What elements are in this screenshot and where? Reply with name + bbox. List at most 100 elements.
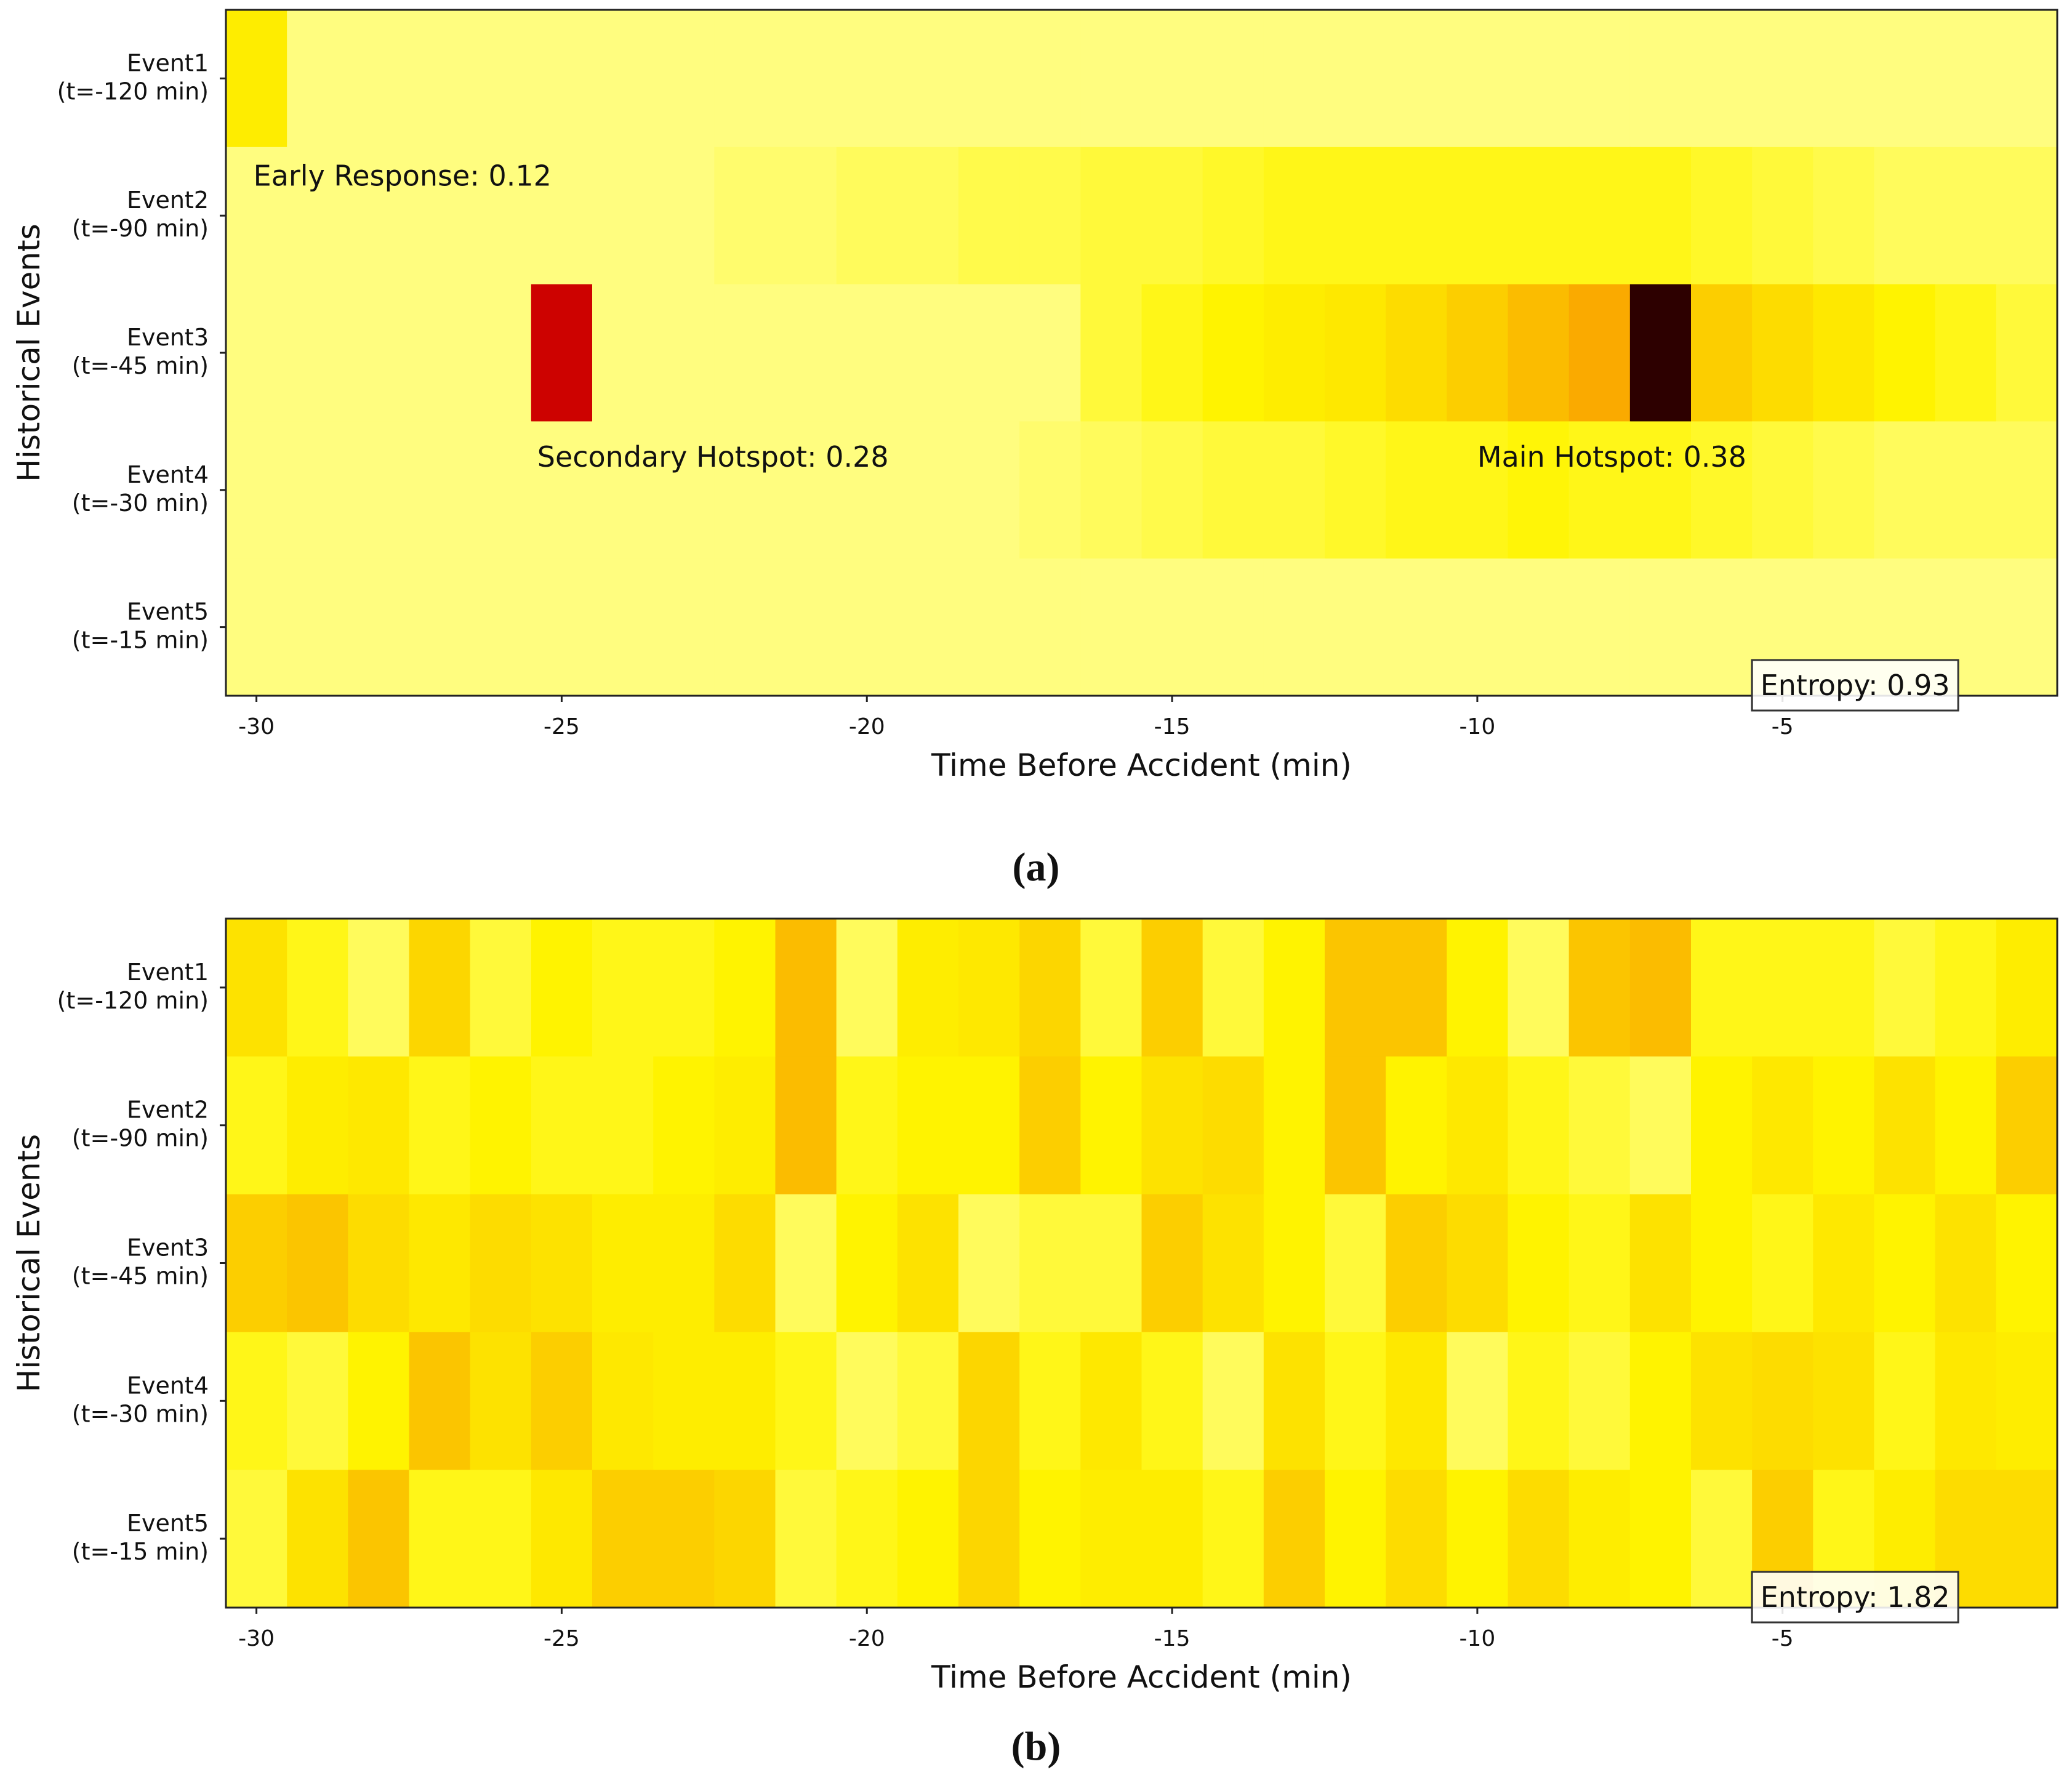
heatmap-cell: [836, 1056, 898, 1195]
heatmap-cell: [836, 1470, 898, 1608]
entropy-box: [1751, 1571, 1959, 1624]
heatmap-cell: [1263, 284, 1325, 422]
heatmap-cell: [1935, 421, 1997, 559]
heatmap-cell: [714, 1470, 776, 1608]
heatmap-cell: [1080, 284, 1142, 422]
heatmap-cell: [226, 421, 287, 559]
heatmap-cell: [1202, 1332, 1264, 1470]
heatmap-cell: [1080, 1332, 1142, 1470]
heatmap-cell: [1752, 919, 1814, 1057]
heatmap-cell: [1019, 919, 1082, 1057]
heatmap-cell: [409, 10, 471, 148]
heatmap-cell: [1813, 1194, 1875, 1333]
heatmap-cell: [348, 1332, 410, 1470]
heatmap-cell: [1568, 1194, 1631, 1333]
heatmap-cell: [1874, 1332, 1936, 1470]
heatmap-cell: [1447, 147, 1509, 285]
heatmap-panel-a: Event1(t=-120 min) Event2(t=-90 min) Event…: [11, 9, 2058, 783]
heatmap-cell: [1202, 421, 1264, 559]
heatmap-cell: [1874, 10, 1936, 148]
heatmap-cell: [531, 1194, 593, 1333]
heatmap-cell: [653, 1194, 715, 1333]
heatmap-cell: [1447, 1194, 1509, 1333]
heatmap-cell: [714, 1056, 776, 1195]
heatmap-cell: [958, 1332, 1020, 1470]
heatmap-cell: [531, 1332, 593, 1470]
heatmap-cell: [1141, 1194, 1203, 1333]
heatmap-cell: [1447, 10, 1509, 148]
x-tick-label: -15: [1154, 1626, 1191, 1651]
heatmap-cell: [958, 919, 1020, 1057]
heatmap-cell: [1202, 147, 1264, 285]
heatmap-cell: [775, 1056, 837, 1195]
heatmap-cell: [1629, 10, 1692, 148]
heatmap-cell: [1874, 1194, 1936, 1333]
heatmap-cell: [653, 919, 715, 1057]
x-tick-label: -25: [544, 714, 580, 739]
heatmap-cell: [958, 1194, 1020, 1333]
heatmap-cell: [836, 558, 898, 696]
heatmap-cell: [1691, 558, 1753, 696]
heatmap-cell: [775, 558, 837, 696]
heatmap-cell: [958, 10, 1020, 148]
heatmap-cell: [1996, 1470, 2058, 1608]
heatmap-cell: [897, 284, 959, 422]
heatmap-cell: [1141, 421, 1203, 559]
heatmap-cell: [1752, 10, 1814, 148]
heatmap-cell: [1447, 1470, 1509, 1608]
heatmap-cell: [226, 1056, 287, 1195]
heatmap-cell: [287, 558, 349, 696]
heatmap-cell: [1202, 558, 1264, 696]
heatmap-cell: [1629, 147, 1692, 285]
heatmap-cell: [1447, 919, 1509, 1057]
heatmap-cell: [1935, 1332, 1997, 1470]
heatmap-cell: [1935, 284, 1997, 422]
heatmap-cell: [1141, 284, 1203, 422]
heatmap-cell: [592, 421, 654, 559]
heatmap-cell: [1019, 1194, 1082, 1333]
y-tick-label: Event2: [127, 1097, 209, 1124]
heatmap-cell: [1019, 147, 1082, 285]
heatmap-cell: [531, 284, 593, 422]
heatmap-cell: [714, 147, 776, 285]
heatmap-cell: [592, 558, 654, 696]
y-tick-label: Event1: [127, 49, 209, 76]
heatmap-cell: [1568, 10, 1631, 148]
heatmap-cell: [1386, 421, 1448, 559]
heatmap-cell: [348, 558, 410, 696]
heatmap-cell: [1508, 421, 1570, 559]
y-tick-label: Event5: [127, 1510, 209, 1537]
heatmap-cell: [409, 1332, 471, 1470]
heatmap-cell: [1996, 421, 2058, 559]
heatmap-cell: [1935, 1056, 1997, 1195]
heatmap-cell: [1325, 10, 1386, 148]
heatmap-cell: [775, 919, 837, 1057]
heatmap-cell: [1386, 147, 1448, 285]
heatmap-cell: [1813, 1332, 1875, 1470]
heatmap-cell: [1508, 1056, 1570, 1195]
heatmap-cell: [1874, 147, 1936, 285]
heatmap-cell: [836, 10, 898, 148]
y-tick-label: Event5: [127, 598, 209, 626]
heatmap-cell: [1508, 10, 1570, 148]
heatmap-cell: [226, 919, 287, 1057]
heatmap-cell: [348, 1056, 410, 1195]
heatmap-cell: [836, 1194, 898, 1333]
heatmap-cell: [287, 1332, 349, 1470]
heatmap-cell: [1019, 421, 1082, 559]
heatmap-cell: [1263, 919, 1325, 1057]
heatmap-cell: [1629, 1332, 1692, 1470]
heatmap-cell: [1325, 919, 1386, 1057]
heatmap-cell: [1752, 1194, 1814, 1333]
y-tick-label: Event3: [127, 1234, 209, 1262]
heatmap-cell: [714, 1194, 776, 1333]
heatmap-cell: [287, 10, 349, 148]
heatmap-cell: [1202, 284, 1264, 422]
heatmap-cell: [1019, 558, 1082, 696]
heatmap-cell: [1325, 1332, 1386, 1470]
annotation-label: Early Response: 0.12: [254, 159, 552, 192]
heatmap-cell: [1080, 10, 1142, 148]
heatmap-cell: [714, 558, 776, 696]
heatmap-cell: [1568, 1056, 1631, 1195]
